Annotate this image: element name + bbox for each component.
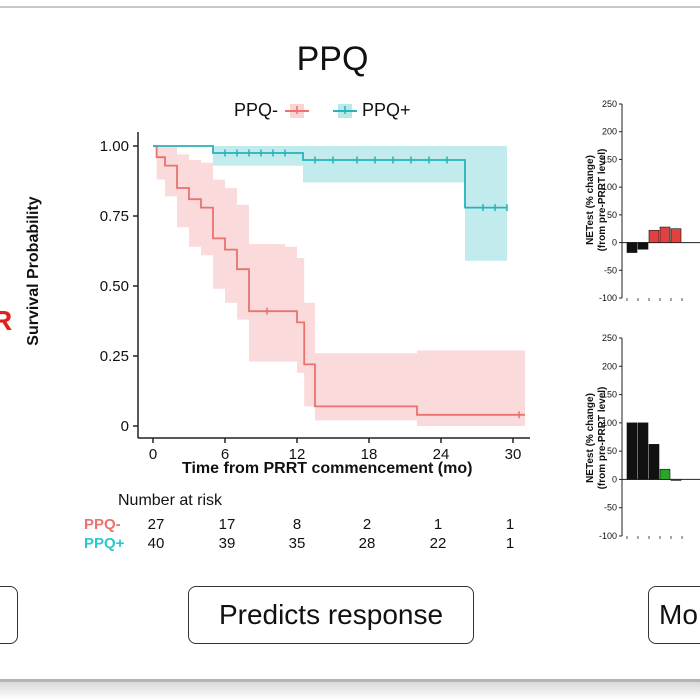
figure-frame bbox=[0, 6, 700, 682]
netest-bar bbox=[648, 444, 660, 480]
risk-cell: 2 bbox=[362, 516, 372, 533]
y-ticks: 0 0.25 0.50 0.75 1.00 bbox=[100, 138, 138, 435]
risk-cell: 8 bbox=[292, 516, 302, 533]
km-axes bbox=[137, 132, 530, 439]
risk-table-title: Number at risk bbox=[118, 492, 223, 509]
left-panel-fragment: R bbox=[0, 305, 20, 345]
legend-swatch-ppq-minus bbox=[285, 104, 309, 118]
risk-cell: 1 bbox=[505, 516, 515, 533]
x-tick-label: 0 bbox=[149, 446, 157, 463]
risk-cell: 1 bbox=[505, 535, 515, 552]
x-tick-label: 6 bbox=[221, 446, 229, 463]
right-pill-box: Mo bbox=[648, 586, 700, 644]
netest-bar bbox=[659, 468, 671, 480]
x-ticks: 0 6 12 18 24 30 bbox=[149, 438, 522, 463]
netest-y-tick-label: -50 bbox=[604, 503, 617, 513]
netest-y-tick-label: 50 bbox=[607, 446, 617, 456]
y-tick-label: 0.75 bbox=[100, 208, 129, 225]
legend-label-ppq-minus: PPQ- bbox=[234, 100, 279, 120]
risk-cell: 22 bbox=[429, 535, 447, 552]
legend-label-ppq-plus: PPQ+ bbox=[362, 100, 411, 120]
x-tick-label: 18 bbox=[361, 446, 378, 463]
chart-title: PPQ bbox=[296, 40, 369, 78]
netest-y-tick-label: -100 bbox=[599, 293, 617, 303]
netest-bar bbox=[648, 230, 660, 243]
survival-curve-ppq-plus bbox=[153, 145, 507, 209]
y-tick-label: 0 bbox=[121, 418, 129, 435]
predicts-response-box: Predicts response bbox=[188, 586, 474, 644]
x-axis-label: Time from PRRT commencement (mo) bbox=[182, 460, 473, 477]
x-tick-label: 30 bbox=[505, 446, 522, 463]
netest-chart-top: 250 200 150 100 50 0 -50 -100 bbox=[599, 99, 700, 303]
netest-y-tick-label: 250 bbox=[602, 333, 617, 343]
netest-y-tick-label: 200 bbox=[602, 127, 617, 137]
netest-y-tick-label: 0 bbox=[612, 238, 617, 248]
y-tick-label: 1.00 bbox=[100, 138, 129, 155]
risk-cell: 27 bbox=[147, 516, 165, 533]
netest-bar bbox=[659, 226, 671, 243]
predicts-response-label: Predicts response bbox=[218, 599, 444, 630]
x-tick-label: 12 bbox=[289, 446, 306, 463]
left-fragment-text: R bbox=[0, 305, 13, 336]
risk-cell: 1 bbox=[433, 516, 443, 533]
netest-y-tick-label: 100 bbox=[602, 182, 617, 192]
netest-bar bbox=[626, 422, 638, 480]
confidence-band-ppq-minus bbox=[153, 146, 525, 426]
survival-curves bbox=[153, 145, 525, 416]
netest-y-tick-label: 0 bbox=[612, 474, 617, 484]
netest-y-tick-label: 150 bbox=[602, 390, 617, 400]
risk-row-label: PPQ+ bbox=[84, 535, 125, 552]
netest-y-tick-label: 150 bbox=[602, 154, 617, 164]
netest-bar bbox=[626, 242, 638, 253]
netest-y-tick-label: 200 bbox=[602, 361, 617, 371]
y-tick-label: 0.25 bbox=[100, 348, 129, 365]
netest-bar bbox=[637, 242, 649, 250]
confidence-band-ppq-plus bbox=[153, 146, 507, 261]
netest-bar bbox=[670, 479, 682, 481]
risk-cell: 28 bbox=[358, 535, 376, 552]
legend-swatch-ppq-plus bbox=[333, 104, 357, 118]
netest-y-tick-label: 100 bbox=[602, 418, 617, 428]
netest-bar bbox=[670, 228, 682, 243]
right-pill-label: Mo bbox=[659, 599, 698, 630]
censor-marks bbox=[224, 149, 520, 419]
left-pill-box bbox=[0, 586, 18, 644]
netest-y-tick-label: -100 bbox=[599, 531, 617, 541]
netest-y-tick-label: -50 bbox=[604, 265, 617, 275]
x-tick-label: 24 bbox=[433, 446, 450, 463]
netest-bar bbox=[637, 422, 649, 480]
risk-cell: 17 bbox=[218, 516, 236, 533]
risk-cell: 39 bbox=[218, 535, 236, 552]
netest-y-tick-label: 250 bbox=[602, 99, 617, 109]
figure-shadow bbox=[0, 682, 700, 700]
risk-cell: 35 bbox=[288, 535, 306, 552]
risk-row-label: PPQ- bbox=[84, 516, 121, 533]
y-tick-label: 0.50 bbox=[100, 278, 129, 295]
confidence-bands bbox=[153, 146, 525, 426]
survival-curve-ppq-minus bbox=[153, 145, 525, 416]
netest-chart-bottom: 250 200 150 100 50 0 -50 -100 bbox=[599, 333, 700, 541]
netest-y-tick-label: 50 bbox=[607, 210, 617, 220]
risk-cell: 40 bbox=[147, 535, 165, 552]
